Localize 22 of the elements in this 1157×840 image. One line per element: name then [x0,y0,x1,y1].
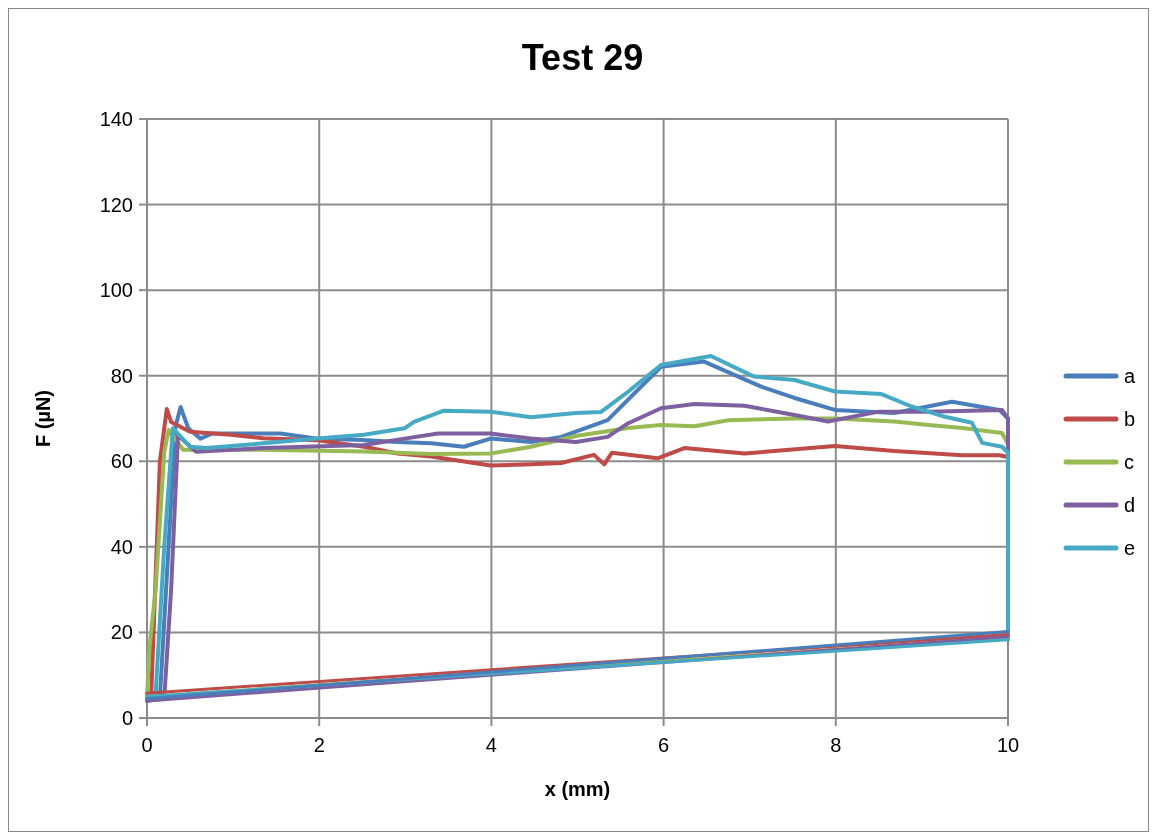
y-tick-label: 100 [99,279,133,302]
y-tick-label: 140 [99,108,133,130]
chart-title: Test 29 [521,37,644,78]
y-tick-label: 80 [110,364,133,387]
x-tick-label: 4 [485,734,497,756]
legend-label: c [1124,451,1134,473]
legend-label: e [1124,537,1136,559]
y-tick-label: 20 [110,621,133,644]
y-tick-label: 40 [110,535,133,558]
y-tick-label: 60 [110,450,133,473]
x-tick-label: 6 [658,734,670,756]
y-axis-title: F (µN) [32,389,54,448]
y-tick-label: 0 [121,707,133,729]
x-tick-label: 8 [830,734,842,756]
x-axis-title: x (mm) [544,778,611,800]
y-tick-label: 120 [99,193,133,216]
legend-label: a [1124,365,1136,387]
x-tick-label: 0 [141,734,153,756]
legend-label: d [1124,494,1136,516]
legend-label: b [1124,408,1136,430]
x-tick-label: 10 [996,734,1020,756]
x-tick-label: 2 [313,734,325,756]
